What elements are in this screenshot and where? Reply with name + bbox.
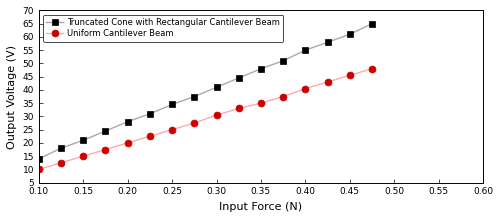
Truncated Cone with Rectangular Cantilever Beam (124, 120, 130, 123)
Uniform Cantilever Beam (192, 122, 198, 124)
Y-axis label: Output Voltage (V): Output Voltage (V) (7, 44, 17, 148)
Uniform Cantilever Beam (324, 81, 330, 83)
Truncated Cone with Rectangular Cantilever Beam (236, 77, 242, 79)
Uniform Cantilever Beam (169, 128, 175, 131)
Legend: Truncated Cone with Rectangular Cantilever Beam, Uniform Cantilever Beam: Truncated Cone with Rectangular Cantilev… (43, 15, 284, 42)
Uniform Cantilever Beam (36, 168, 42, 171)
Truncated Cone with Rectangular Cantilever Beam (258, 67, 264, 70)
X-axis label: Input Force (N): Input Force (N) (220, 202, 302, 212)
Uniform Cantilever Beam (147, 135, 153, 138)
Uniform Cantilever Beam (347, 74, 353, 77)
Uniform Cantilever Beam (124, 142, 130, 144)
Truncated Cone with Rectangular Cantilever Beam (58, 147, 64, 150)
Truncated Cone with Rectangular Cantilever Beam (36, 157, 42, 160)
Truncated Cone with Rectangular Cantilever Beam (102, 130, 108, 132)
Uniform Cantilever Beam (236, 107, 242, 110)
Uniform Cantilever Beam (58, 161, 64, 164)
Truncated Cone with Rectangular Cantilever Beam (192, 95, 198, 98)
Uniform Cantilever Beam (102, 148, 108, 151)
Truncated Cone with Rectangular Cantilever Beam (214, 86, 220, 88)
Uniform Cantilever Beam (280, 95, 286, 98)
Truncated Cone with Rectangular Cantilever Beam (147, 112, 153, 115)
Uniform Cantilever Beam (214, 114, 220, 117)
Uniform Cantilever Beam (302, 87, 308, 90)
Uniform Cantilever Beam (258, 102, 264, 104)
Line: Truncated Cone with Rectangular Cantilever Beam: Truncated Cone with Rectangular Cantilev… (36, 21, 374, 162)
Truncated Cone with Rectangular Cantilever Beam (80, 139, 86, 141)
Truncated Cone with Rectangular Cantilever Beam (324, 41, 330, 44)
Truncated Cone with Rectangular Cantilever Beam (280, 60, 286, 62)
Uniform Cantilever Beam (80, 155, 86, 157)
Truncated Cone with Rectangular Cantilever Beam (369, 22, 375, 25)
Uniform Cantilever Beam (369, 67, 375, 70)
Truncated Cone with Rectangular Cantilever Beam (302, 49, 308, 51)
Line: Uniform Cantilever Beam: Uniform Cantilever Beam (36, 65, 376, 173)
Truncated Cone with Rectangular Cantilever Beam (347, 33, 353, 36)
Truncated Cone with Rectangular Cantilever Beam (169, 103, 175, 106)
